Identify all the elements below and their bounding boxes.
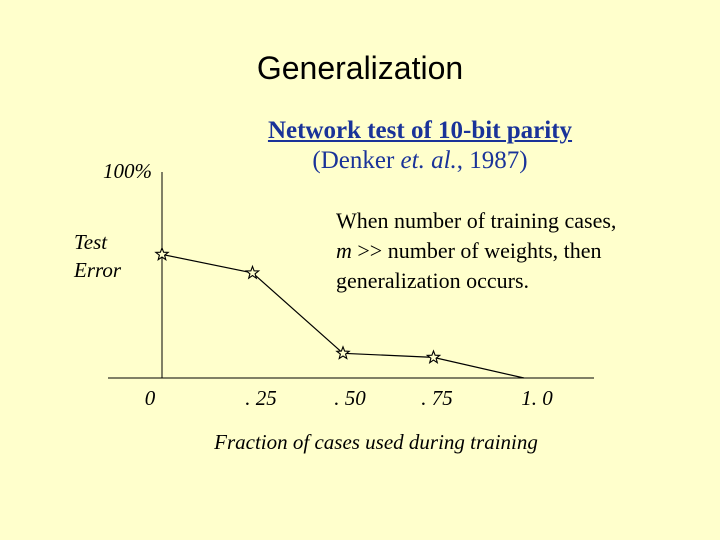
x-tick-label-1: . 25 bbox=[245, 386, 277, 410]
data-line bbox=[161, 253, 525, 379]
chart-title: Network test of 10-bit parity (Denker et… bbox=[200, 116, 640, 176]
annotation-line3: generalization occurs. bbox=[336, 268, 530, 293]
data-markers bbox=[154, 246, 442, 364]
y-max-label: 100% bbox=[103, 159, 152, 183]
y-axis-label-line2: Error bbox=[74, 258, 122, 282]
x-axis-label: Fraction of cases used during training bbox=[214, 430, 538, 454]
annotation-var-m: m bbox=[336, 238, 352, 263]
y-axis-label: Test Error bbox=[74, 228, 121, 284]
x-tick-label-2: . 50 bbox=[334, 386, 366, 410]
annotation-line1: When number of training cases, bbox=[336, 208, 617, 233]
annotation-line2-rest: >> number of weights, then bbox=[351, 238, 602, 263]
chart-title-etal: et. al. bbox=[400, 147, 457, 174]
data-point-star-3 bbox=[425, 349, 442, 364]
data-point-star-1 bbox=[244, 264, 261, 280]
x-tick-label-0: 0 bbox=[145, 386, 156, 410]
x-tick-label-3: . 75 bbox=[421, 386, 453, 410]
x-tick-labels: 0 . 25 . 50 . 75 1. 0 bbox=[145, 386, 554, 410]
data-point-star-0 bbox=[154, 246, 170, 261]
slide-title: Generalization bbox=[256, 50, 464, 86]
chart-title-year: , 1987) bbox=[456, 147, 528, 174]
chart-title-prefix: (Denker bbox=[312, 147, 401, 174]
chart-title-line2: (Denker et. al., 1987) bbox=[200, 146, 640, 176]
y-axis-label-line1: Test bbox=[74, 230, 108, 254]
annotation-line2: m >> number of weights, then bbox=[336, 236, 656, 266]
data-point-star-2 bbox=[335, 345, 351, 360]
chart-title-line1: Network test of 10-bit parity bbox=[267, 117, 573, 144]
annotation-text: When number of training cases, m >> numb… bbox=[336, 206, 656, 296]
x-tick-label-4: 1. 0 bbox=[521, 386, 553, 410]
